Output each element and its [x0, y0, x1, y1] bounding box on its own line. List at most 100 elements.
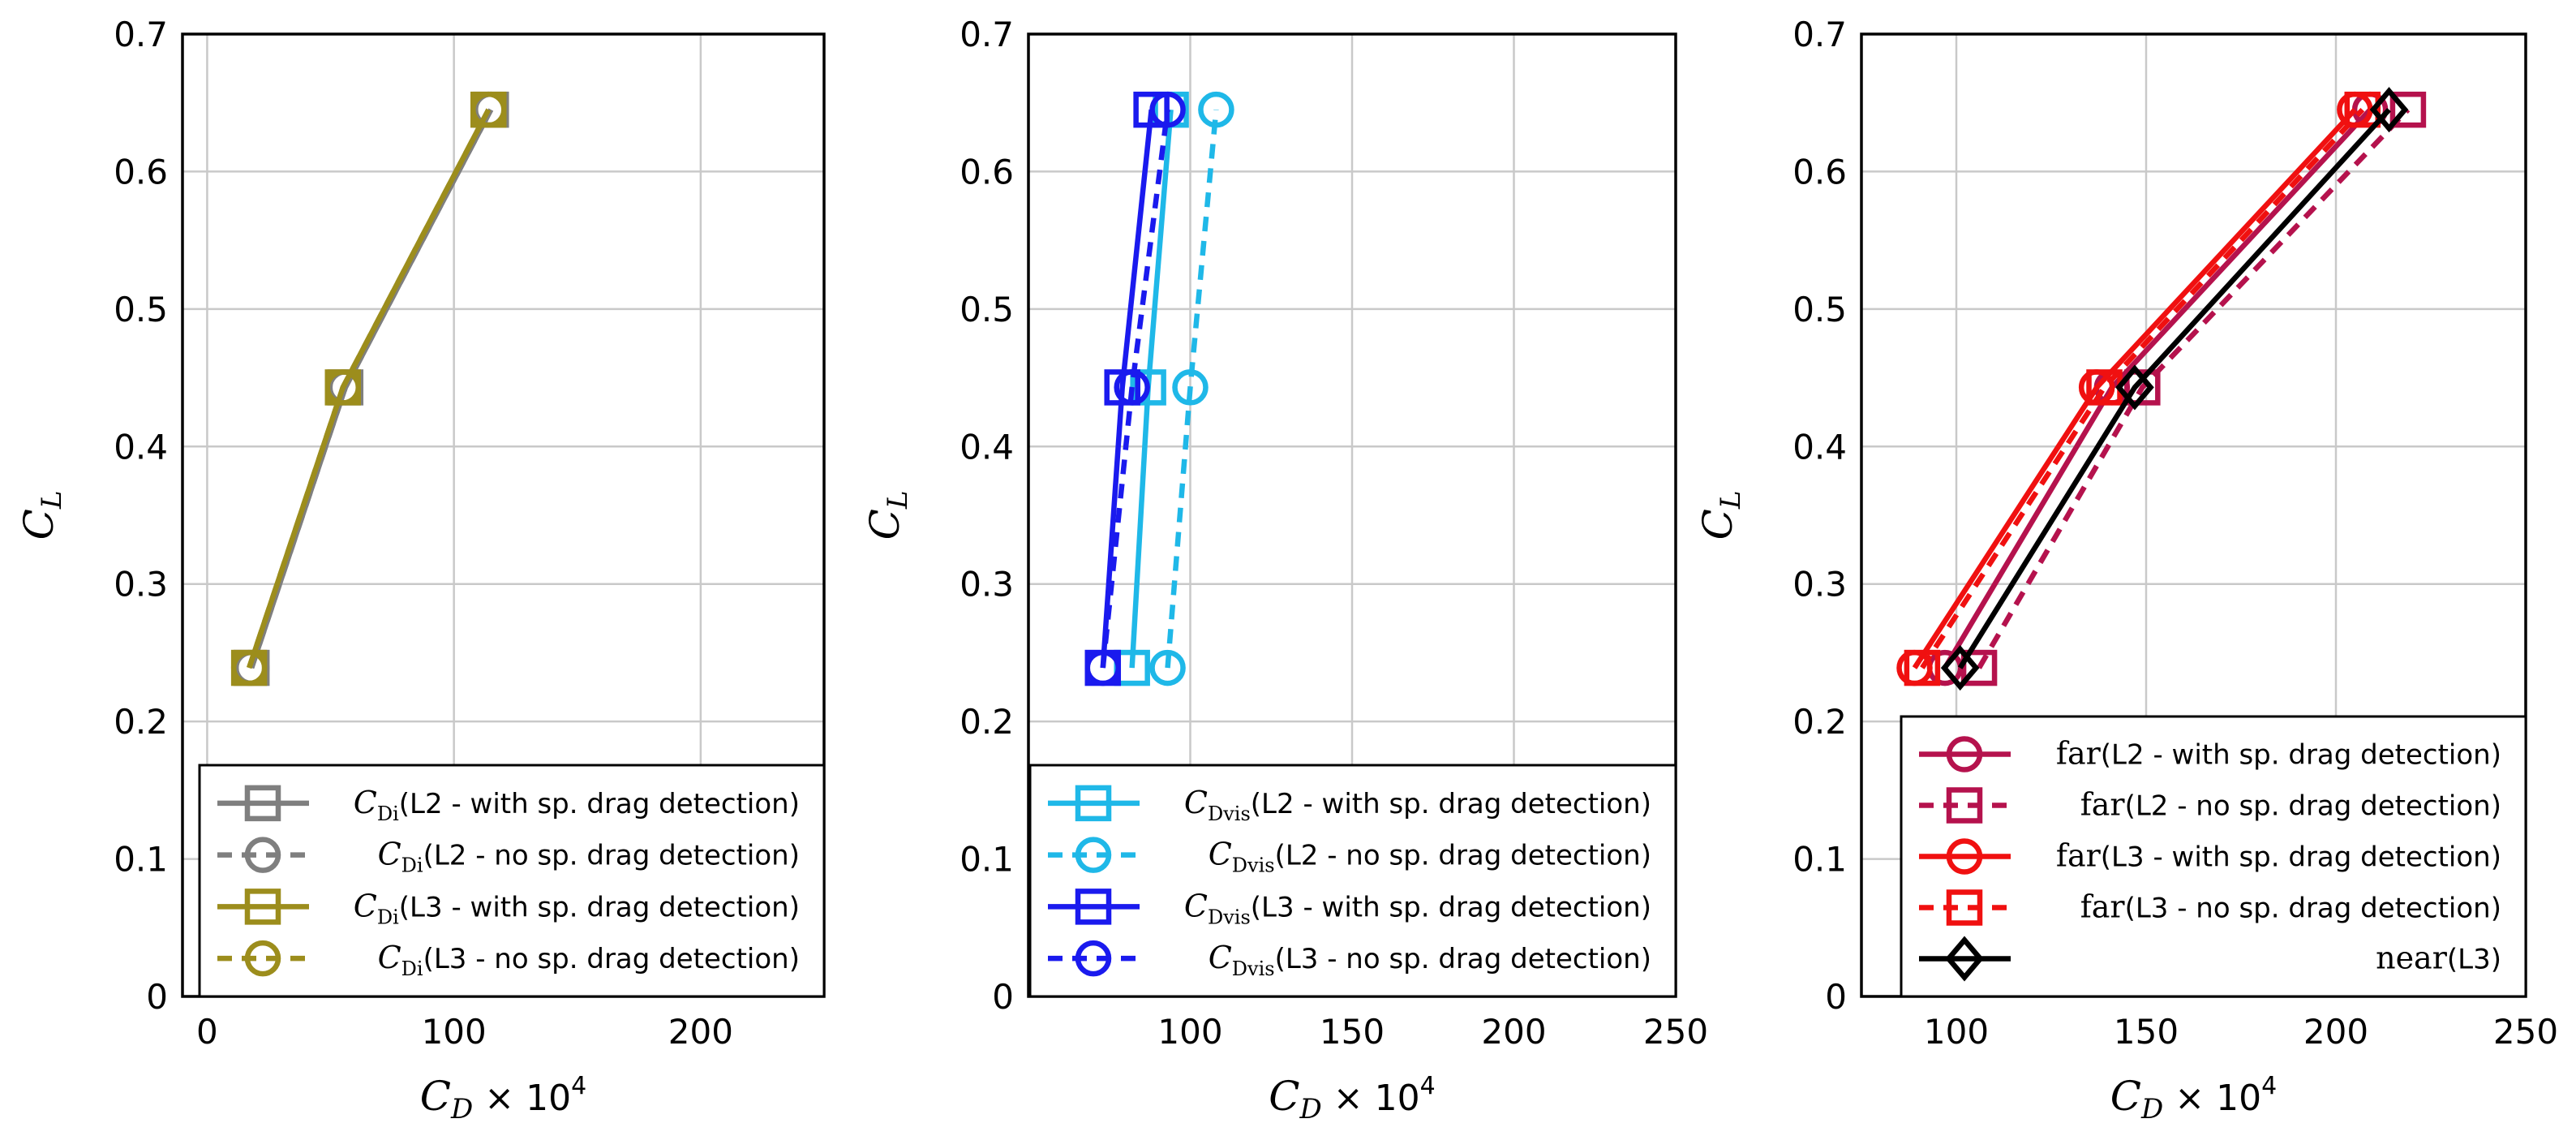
legend-subscript: Dvis [1208, 803, 1251, 825]
legend-desc: (L3 - no sp. drag detection) [423, 943, 800, 975]
legend-marker [1075, 837, 1112, 873]
series-3 [1084, 91, 1186, 686]
legend-symbol: far [2056, 736, 2102, 772]
x-axis-label-mult: × 10 [473, 1078, 571, 1119]
legend-subscript: Dvis [1232, 854, 1275, 877]
data-point-marker [1198, 91, 1234, 128]
data-point-marker [1149, 649, 1186, 686]
y-tick-label: 0.2 [960, 702, 1014, 742]
legend-symbol: C [1184, 888, 1208, 923]
x-tick-label: 0 [196, 1012, 218, 1052]
legend-desc: (L2 - with sp. drag detection) [1251, 788, 1651, 820]
legend-label: CDvis(L2 - with sp. drag detection) [1184, 785, 1651, 825]
legend-symbol: C [354, 785, 377, 820]
legend-subscript: Dvis [1232, 957, 1275, 980]
data-point-marker [1960, 649, 1998, 686]
legend-desc: (L3 - with sp. drag detection) [399, 891, 800, 923]
y-tick-label: 0.1 [960, 840, 1014, 880]
series-line [1977, 107, 2411, 669]
x-axis-label: CD × 104 [420, 1072, 586, 1125]
y-axis-label: CL [861, 491, 914, 540]
legend-desc: (L2 - with sp. drag detection) [399, 788, 800, 820]
series-line [247, 108, 492, 669]
y-tick-label: 0.5 [960, 290, 1014, 329]
y-tick-label: 0.4 [960, 427, 1014, 467]
legend-marker [1075, 785, 1112, 822]
y-tick-label: 0.3 [114, 565, 168, 605]
data-point-marker [1104, 369, 1140, 406]
x-tick-label: 200 [668, 1012, 733, 1052]
legend-marker [1075, 940, 1112, 977]
y-axis-label: CL [1694, 491, 1747, 540]
x-axis-label-c: C [1269, 1073, 1299, 1120]
y-axis-label-sub: L [882, 491, 914, 510]
series-line [1100, 109, 1154, 669]
legend-label: far(L2 - no sp. drag detection) [2080, 787, 2501, 823]
x-axis-label-c: C [420, 1073, 451, 1120]
legend-label: far(L3 - with sp. drag detection) [2056, 838, 2501, 874]
series-line [1912, 107, 2357, 669]
legend-symbol: C [354, 888, 377, 923]
data-point-marker [1940, 645, 1980, 691]
y-tick-label: 0.2 [114, 702, 168, 742]
series-line [1957, 107, 2391, 669]
data-point-marker [2389, 91, 2427, 128]
y-axis-label: CL [15, 491, 68, 540]
series-4 [1940, 87, 2409, 691]
x-tick-label: 100 [422, 1012, 487, 1052]
data-point-marker [2369, 87, 2409, 133]
legend-label: CDvis(L2 - no sp. drag detection) [1209, 837, 1651, 877]
x-tick-label: 250 [1643, 1012, 1708, 1052]
legend-subscript: Di [401, 957, 423, 980]
legend-desc: (L3 - with sp. drag detection) [1251, 891, 1651, 923]
x-axis-label-exp: 4 [571, 1072, 586, 1100]
legend-subscript: Dvis [1208, 906, 1251, 928]
y-tick-label: 0.6 [960, 152, 1014, 191]
series-1 [1149, 91, 1234, 686]
legend-label: CDi(L3 - with sp. drag detection) [354, 888, 800, 928]
y-tick-label: 0.5 [1792, 290, 1847, 329]
x-axis-label: CD × 104 [2110, 1072, 2277, 1125]
x-tick-label: 150 [1320, 1012, 1385, 1052]
y-tick-label: 0.6 [114, 152, 168, 191]
legend-marker [1946, 838, 1983, 875]
series-line [1920, 107, 2365, 669]
series-3 [1904, 91, 2381, 686]
y-tick-label: 0.3 [1792, 565, 1847, 605]
y-tick-label: 0 [992, 977, 1014, 1017]
series-1 [1960, 91, 2427, 686]
legend-marker [1946, 889, 1983, 926]
legend-symbol: far [2056, 838, 2102, 874]
x-axis-label-exp: 4 [2261, 1072, 2277, 1100]
x-axis-label-sub: D [450, 1093, 473, 1125]
x-tick-label: 200 [2303, 1012, 2368, 1052]
y-tick-label: 0.1 [114, 840, 168, 880]
legend-marker [1946, 787, 1983, 824]
y-tick-label: 0.7 [114, 15, 168, 54]
x-tick-label: 100 [1157, 1012, 1222, 1052]
legend-label: CDvis(L3 - no sp. drag detection) [1209, 940, 1651, 980]
x-axis-label-c: C [2110, 1073, 2141, 1120]
x-tick-label: 150 [2114, 1012, 2179, 1052]
legend-desc: (L2 - no sp. drag detection) [423, 840, 800, 872]
legend-label: far(L2 - with sp. drag detection) [2056, 736, 2501, 772]
series-3 [230, 91, 507, 686]
x-axis-label-sub: D [2140, 1093, 2163, 1125]
y-tick-label: 0.4 [1792, 427, 1847, 467]
legend-symbol: C [378, 940, 401, 975]
legend-marker [1945, 936, 1984, 982]
legend-label: CDi(L3 - no sp. drag detection) [378, 940, 800, 980]
y-tick-label: 0.6 [1792, 152, 1847, 191]
series-1 [233, 91, 509, 686]
y-axis-label-c: C [861, 509, 908, 540]
data-point-marker [2115, 364, 2154, 411]
y-tick-label: 0.5 [114, 290, 168, 329]
legend-subscript: Di [401, 854, 423, 877]
x-axis-label-sub: D [1299, 1093, 1322, 1125]
legend-marker [244, 785, 281, 822]
data-point-marker [1172, 369, 1209, 406]
legend-subscript: Di [377, 906, 399, 928]
legend-symbol: near [2376, 940, 2448, 976]
